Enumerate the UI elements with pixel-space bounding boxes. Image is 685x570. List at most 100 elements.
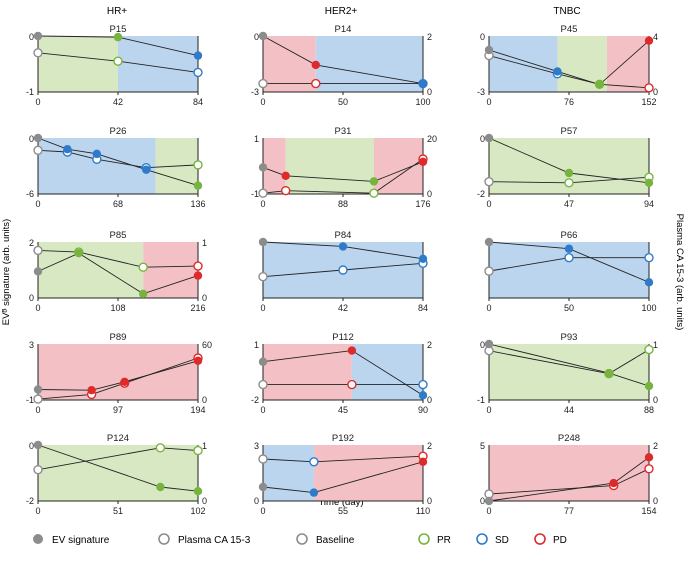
panel-p112: 0 45 90 1 -2 2 0 P112	[251, 332, 432, 415]
legend-ev-marker	[33, 534, 43, 544]
x-tick-label: 42	[113, 97, 123, 107]
plasma-ca153-line	[37, 249, 199, 268]
response-region-pr	[285, 138, 374, 194]
x-tick-label: 0	[486, 405, 491, 415]
x-tick-label: 68	[113, 199, 123, 209]
y-right-tick-label: 0	[653, 496, 658, 506]
ev-point-baseline	[258, 237, 268, 247]
y-left-tick-label: -1	[26, 395, 34, 405]
legend-ev-label: EV signature	[52, 535, 110, 546]
x-tick-label: 88	[644, 405, 654, 415]
y-left-tick-label: 0	[480, 340, 485, 350]
response-region-pr	[38, 242, 144, 298]
ev-point-sd	[193, 51, 203, 60]
legend-baseline-label: Baseline	[316, 535, 355, 546]
ev-point-pd	[120, 377, 129, 386]
ev-point-sd	[553, 67, 562, 76]
plasma-point-baseline	[33, 245, 43, 256]
ev-point-baseline	[484, 45, 494, 55]
y-right-tick-label: 1	[653, 340, 658, 350]
legend-sd-label: SD	[495, 535, 509, 546]
ev-point-pd	[418, 157, 428, 166]
ev-point-baseline	[258, 357, 268, 366]
ev-point-baseline	[33, 385, 43, 394]
y-left-tick-label: 3	[254, 441, 259, 451]
plasma-point-sd	[418, 379, 428, 390]
panel-title: P112	[332, 332, 353, 343]
ev-point-pr	[564, 168, 574, 178]
response-region-pr	[489, 344, 649, 400]
response-region-sd	[351, 344, 423, 400]
y-left-tick-label: 0	[254, 32, 259, 42]
ev-point-pd	[311, 60, 320, 70]
y-left-tick-label: -3	[251, 87, 259, 97]
y-left-tick-label: 0	[254, 496, 259, 506]
x-tick-label: 0	[486, 97, 491, 107]
x-tick-label: 47	[564, 199, 574, 209]
response-region-sd	[118, 36, 198, 92]
y-left-tick-label: -2	[477, 189, 485, 199]
panel-title: P248	[558, 433, 580, 444]
panel-p66: 0 50 100 P66	[484, 230, 657, 313]
x-tick-label: 0	[260, 506, 265, 516]
x-tick-label: 84	[418, 303, 428, 313]
x-tick-label: 152	[641, 97, 656, 107]
x-tick-label: 176	[415, 199, 430, 209]
x-tick-label: 0	[486, 199, 491, 209]
ev-point-sd	[309, 488, 319, 497]
ev-point-baseline	[484, 133, 494, 143]
panel-p192: 0 55 110 3 0 2 0 P192	[254, 433, 432, 516]
y-right-tick-label: 0	[653, 395, 658, 405]
x-tick-label: 88	[338, 199, 348, 209]
y-left-tick-label: 0	[29, 32, 34, 42]
ev-point-baseline	[258, 482, 268, 492]
ev-point-baseline	[484, 237, 494, 247]
y-left-tick-label: 5	[480, 441, 485, 451]
ev-point-baseline	[484, 496, 494, 506]
panel-title: P57	[561, 126, 578, 137]
plasma-point-pd	[347, 379, 357, 390]
plasma-point-pd	[193, 261, 203, 271]
response-region-pd	[143, 242, 198, 298]
plasma-point-pr	[369, 188, 379, 198]
response-region-pd	[489, 445, 649, 501]
x-tick-label: 136	[190, 199, 205, 209]
ev-point-pr	[113, 32, 123, 42]
panel-p89: 0 97 194 3 -1 60 0 P89	[26, 332, 212, 415]
y-right-tick-label: 0	[202, 496, 207, 506]
plasma-point-baseline	[258, 78, 268, 89]
plasma-point-baseline	[258, 188, 268, 198]
plasma-point-sd	[564, 252, 574, 263]
ev-point-pr	[644, 178, 654, 187]
y-right-tick-label: 2	[427, 441, 432, 451]
plasma-point-baseline	[484, 489, 494, 499]
x-tick-label: 0	[486, 506, 491, 516]
panel-title: P89	[110, 332, 127, 343]
y-left-tick-label: 0	[480, 32, 485, 42]
ev-point-baseline	[258, 31, 268, 41]
plasma-point-sd	[309, 457, 319, 467]
ev-point-pd	[609, 478, 618, 488]
y-right-tick-label: 4	[653, 32, 658, 42]
x-tick-label: 45	[338, 405, 348, 415]
x-tick-label: 50	[338, 97, 348, 107]
ev-point-pd	[347, 346, 357, 355]
plasma-point-baseline	[33, 464, 43, 475]
ev-point-pr	[138, 289, 148, 298]
panel-p85: 0 108 216 2 0 1 0 P85	[29, 230, 207, 313]
ev-point-sd	[564, 244, 574, 253]
legend-baseline-marker	[296, 533, 308, 545]
plasma-point-baseline	[33, 145, 43, 156]
plasma-ca153-line	[488, 55, 650, 89]
y-right-tick-label: 0	[427, 87, 432, 97]
y-right-tick-label: 1	[202, 441, 207, 451]
y-left-tick-label: -2	[251, 395, 259, 405]
y-right-tick-label: 2	[427, 32, 432, 42]
plasma-point-sd	[193, 67, 203, 78]
response-region-pd	[373, 138, 423, 194]
y-right-tick-label: 20	[427, 134, 437, 144]
